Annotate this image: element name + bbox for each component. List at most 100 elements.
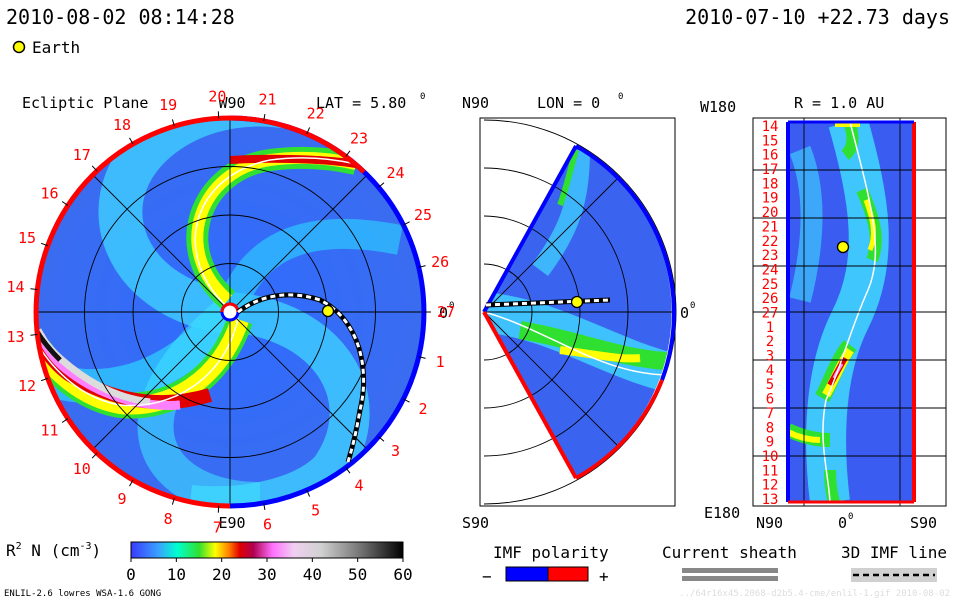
model-footer: ENLIL-2.6 lowres WSA-1.6 GONG (4, 589, 161, 599)
polarity-minus-label: − (482, 567, 492, 586)
sphere-y-label: 23 (762, 248, 779, 264)
datetime-label: 2010-08-02 08:14:28 (6, 5, 235, 29)
meridional-title: LON = 0 (537, 94, 600, 112)
carrington-label: 18 (113, 116, 131, 134)
carrington-label: 16 (40, 184, 58, 202)
sphere-top-label: W180 (700, 98, 736, 116)
meridional-bottom-label: S90 (462, 514, 489, 532)
imf-line-legend: 3D IMF line (841, 543, 947, 582)
carrington-label: 2 (418, 400, 427, 418)
sphere-y-labels: 1415161718192021222324252627123456789101… (762, 119, 779, 508)
sphere-x-0: 0 (838, 514, 847, 532)
carrington-tick (403, 398, 410, 403)
earth-marker-ecliptic (321, 304, 335, 318)
ecliptic-title: Ecliptic Plane (22, 94, 148, 112)
colorbar-tick-label: 20 (212, 565, 231, 584)
path-footer: ../64r16x45.2068-d2b5.4-cme/enlil-1.gif … (679, 589, 950, 599)
carrington-tick (91, 165, 98, 172)
carrington-label: 24 (386, 164, 404, 182)
earth-legend-icon (12, 40, 26, 54)
meridional-right-degree: 0 (690, 301, 695, 311)
carrington-label: 14 (6, 278, 24, 296)
earth-marker-meridional (570, 295, 584, 309)
sphere-y-label: 20 (762, 205, 779, 221)
carrington-tick (171, 497, 175, 505)
sphere-x-degree: 0 (848, 512, 853, 522)
sphere-grid (753, 118, 946, 506)
ecliptic-right-label: 0 (439, 304, 448, 322)
carrington-label: 27 (437, 303, 455, 321)
imf-line-label: 3D IMF line (841, 543, 947, 562)
sphere-y-label: 3 (766, 349, 774, 365)
meridional-right-label: 0 (680, 304, 689, 322)
sphere-y-label: 2 (766, 334, 774, 350)
sphere-x-n90: N90 (756, 514, 783, 532)
sphere-y-label: 25 (762, 277, 779, 293)
carrington-label: 8 (164, 510, 173, 528)
colorbar: R2 N (cm-3) 0 10 20 30 40 50 60 (6, 541, 413, 584)
imf-polarity-label: IMF polarity (493, 543, 609, 562)
ecliptic-top-label: W90 (218, 94, 245, 112)
colorbar-tick-label: 10 (167, 565, 186, 584)
carrington-label: 17 (73, 146, 91, 164)
colorbar-tick-label: 60 (393, 565, 412, 584)
earth-legend-label: Earth (32, 38, 80, 57)
carrington-label: 22 (307, 105, 325, 123)
meridional-title-degree: 0 (618, 92, 623, 102)
sphere-y-label: 6 (766, 392, 774, 408)
sphere-y-label: 8 (766, 420, 774, 436)
ecliptic-right-degree: 0 (449, 301, 454, 311)
colorbar-tick-label: 40 (303, 565, 322, 584)
polarity-negative-swatch (505, 566, 549, 582)
sphere-y-label: 19 (762, 191, 779, 207)
sphere-title: R = 1.0 AU (794, 94, 884, 112)
carrington-label: 6 (263, 516, 272, 534)
sphere-y-label: 16 (762, 148, 779, 164)
imf-polarity-legend: IMF polarity − + (482, 543, 609, 586)
carrington-tick (345, 150, 351, 157)
carrington-label: 1 (436, 353, 445, 371)
meridional-top-label: N90 (462, 94, 489, 112)
carrington-label: 26 (431, 253, 449, 271)
polarity-plus-label: + (599, 567, 609, 586)
carrington-label: 9 (117, 490, 126, 508)
colorbar-tick-label: 30 (257, 565, 276, 584)
sphere-y-label: 12 (762, 478, 779, 494)
carrington-tick (40, 377, 48, 382)
polarity-positive-swatch (547, 566, 589, 582)
colorbar-label: R2 N (cm-3) (6, 541, 101, 560)
carrington-label: 3 (391, 442, 400, 460)
current-sheath-legend: Current sheath (662, 543, 797, 581)
carrington-label: 10 (73, 460, 91, 478)
carrington-label: 20 (208, 87, 226, 105)
carrington-tick (129, 479, 134, 487)
sphere-y-label: 9 (766, 435, 774, 451)
meridional-panel: N90 LON = 0 0 S90 0 0 (462, 92, 695, 532)
carrington-tick (129, 137, 134, 145)
carrington-tick (263, 114, 266, 121)
sphere-y-label: 7 (766, 406, 774, 422)
sphere-y-label: 27 (762, 306, 779, 322)
carrington-tick (378, 182, 385, 188)
carrington-label: 25 (414, 206, 432, 224)
sphere-y-label: 26 (762, 291, 779, 307)
sphere-y-label: 24 (762, 263, 779, 279)
carrington-tick (171, 119, 175, 127)
carrington-label: 15 (18, 229, 36, 247)
colorbar-tick-label: 50 (348, 565, 367, 584)
carrington-tick (306, 127, 311, 135)
ecliptic-bottom-label: E90 (218, 514, 245, 532)
carrington-label: 21 (258, 90, 276, 108)
lat-degree: 0 (420, 92, 425, 102)
colorbar-gradient (130, 541, 404, 559)
carrington-tick (30, 334, 38, 336)
sphere-y-label: 1 (766, 320, 774, 336)
carrington-tick (378, 436, 385, 442)
sphere-y-label: 10 (762, 449, 779, 465)
carrington-tick (61, 201, 69, 206)
carrington-tick (61, 418, 69, 423)
carrington-label: 4 (354, 476, 363, 494)
ecliptic-boundary-positive (33, 115, 231, 509)
carrington-tick (306, 489, 311, 497)
